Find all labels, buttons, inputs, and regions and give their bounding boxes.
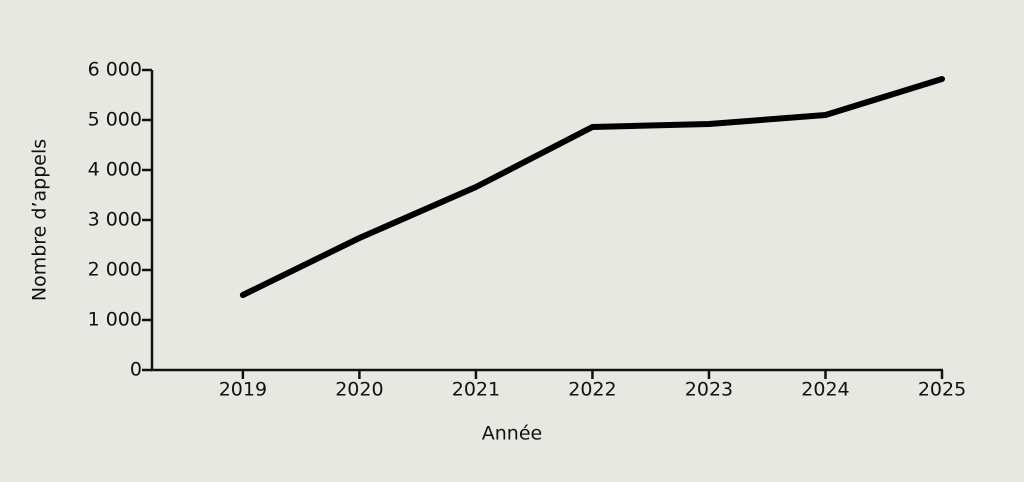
y-tick-label: 3 000 [88, 209, 142, 231]
y-tick-label: 0 [130, 359, 142, 381]
y-axis-label: Nombre d’appels [29, 139, 51, 301]
x-axis-label: Année [482, 423, 542, 445]
y-tick-label: 6 000 [88, 59, 142, 81]
y-tick-label: 2 000 [88, 259, 142, 281]
x-tick-label: 2023 [685, 379, 733, 401]
x-tick-label: 2024 [801, 379, 849, 401]
x-tick-label: 2025 [918, 379, 966, 401]
y-tick-label: 1 000 [88, 309, 142, 331]
y-tick-label: 4 000 [88, 159, 142, 181]
x-tick-label: 2019 [219, 379, 267, 401]
data-line [239, 76, 945, 298]
x-tick-label: 2022 [568, 379, 616, 401]
x-tick-label: 2020 [335, 379, 383, 401]
x-tick-label: 2021 [452, 379, 500, 401]
y-tick-label: 5 000 [88, 109, 142, 131]
